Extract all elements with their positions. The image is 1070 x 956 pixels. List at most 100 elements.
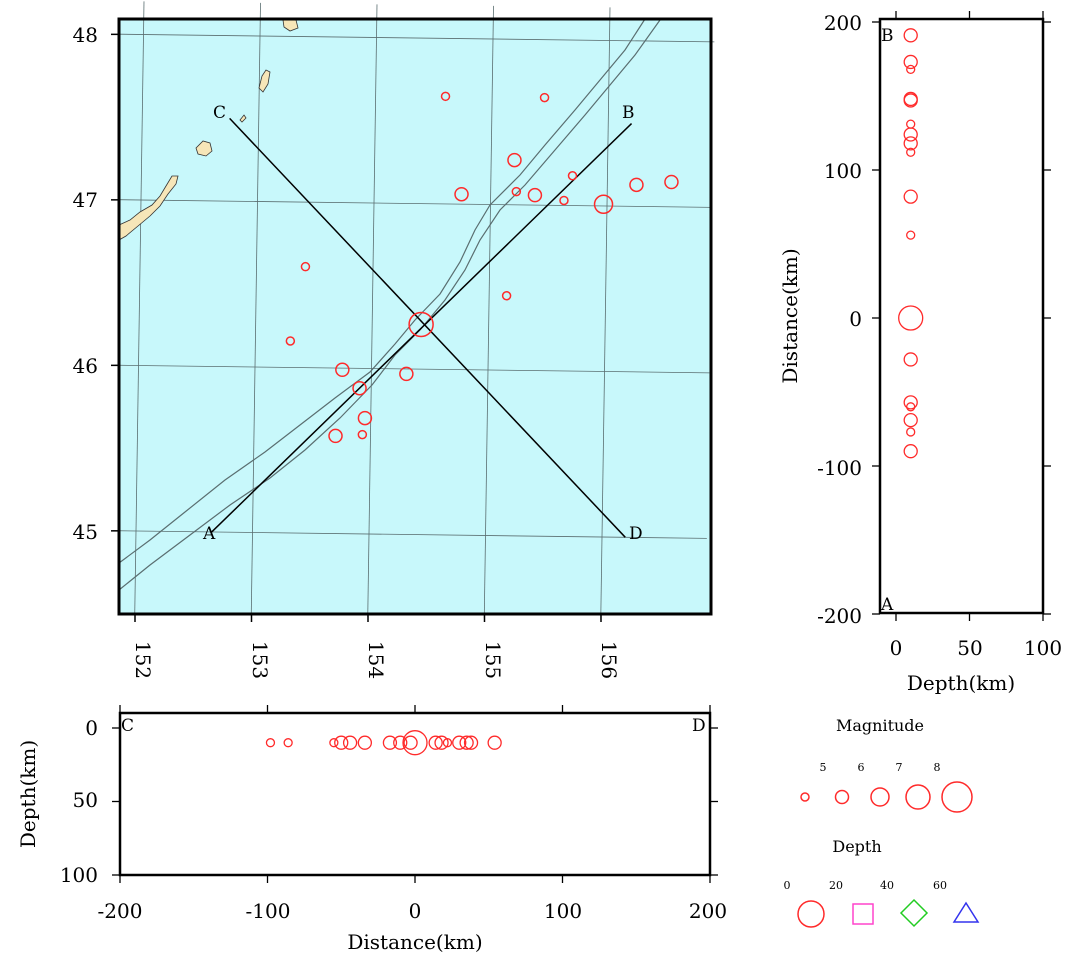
profile-ab-events (898, 28, 924, 459)
lon-label-152: 152 (131, 641, 155, 679)
island-shiashkotan (258, 69, 271, 93)
cd-event-10 (428, 735, 443, 750)
map-label-c: C (213, 103, 226, 123)
ab-ytick-0: 0 (849, 307, 862, 331)
lon-label-155: 155 (481, 641, 505, 679)
cd-event-16 (487, 735, 502, 750)
lat-label-47: 47 (73, 188, 98, 212)
parallel-48 (120, 33, 715, 43)
cd-label-d: D (692, 716, 706, 736)
ab-label-b: B (881, 26, 894, 46)
legend-depth-symbols (797, 898, 980, 928)
lon-label-156: 156 (597, 641, 621, 679)
ab-event-8 (906, 147, 916, 157)
legend-mag-label-6: 6 (858, 761, 865, 774)
legend-depth-label-20: 20 (829, 879, 843, 892)
ab-ytick-neg100: -100 (817, 456, 862, 480)
map-ticks (111, 33, 602, 622)
legend-mag-label-8: 8 (934, 761, 941, 774)
cd-xtick-200: 200 (689, 899, 727, 923)
ab-event-15 (903, 412, 918, 428)
map-event-10 (664, 174, 679, 190)
profile-line-a-b (211, 123, 633, 533)
profile-ab-ticks (872, 11, 1051, 621)
ab-xtick-0: 0 (890, 636, 903, 660)
map-coastline (118, 19, 299, 241)
cd-ylabel: Depth(km) (16, 740, 40, 848)
map-trench-line (118, 18, 661, 591)
epicenter-map: 48 47 46 45 152 153 154 155 156 A B C D (73, 1, 715, 679)
legend-depth-label-60: 60 (933, 879, 947, 892)
cd-event-5 (357, 735, 373, 750)
cd-event-9 (402, 730, 428, 756)
cd-event-0 (265, 738, 276, 748)
map-event-18 (357, 410, 373, 426)
cd-ytick-50: 50 (73, 788, 98, 812)
map-event-3 (567, 171, 578, 181)
cd-event-4 (342, 735, 358, 750)
cd-event-1 (283, 738, 293, 748)
map-event-12 (501, 291, 512, 301)
cd-label-c: C (121, 716, 134, 736)
map-event-4 (454, 186, 469, 202)
map-event-16 (399, 366, 414, 382)
lat-label-48: 48 (73, 23, 98, 47)
ab-xtick-50: 50 (957, 636, 982, 660)
ab-xtick-100: 100 (1024, 636, 1062, 660)
cd-event-7 (393, 735, 408, 750)
legend-magnitude-symbols (800, 781, 973, 813)
map-event-11 (300, 261, 311, 272)
map-label-a: A (202, 524, 216, 544)
ab-event-9 (903, 189, 918, 204)
map-event-13 (408, 311, 434, 338)
cd-event-14 (459, 735, 474, 750)
ab-event-1 (903, 54, 918, 70)
ab-ytick-100: 100 (824, 159, 862, 183)
cd-event-3 (334, 735, 349, 750)
legend-depth-triangle-icon (952, 901, 980, 923)
legend-mag-symbol-0 (800, 792, 810, 802)
map-graticule (112, 1, 715, 620)
cd-xtick-neg200: -200 (98, 899, 143, 923)
map-event-19 (328, 428, 343, 444)
ab-event-6 (903, 127, 918, 142)
legend-mag-symbol-4 (941, 781, 973, 813)
map-event-6 (527, 187, 543, 203)
ab-event-10 (906, 230, 916, 240)
ab-event-5 (906, 119, 916, 129)
lon-label-153: 153 (248, 641, 272, 679)
legend-mag-symbol-2 (870, 787, 890, 807)
map-label-b: B (622, 103, 635, 123)
ab-event-13 (903, 395, 918, 410)
ab-label-a: A (880, 595, 894, 615)
map-events (285, 91, 679, 444)
legend-depth-diamond-icon (899, 898, 929, 928)
cd-event-11 (434, 735, 449, 750)
meridian-155 (483, 5, 494, 619)
map-frame (117, 17, 713, 616)
lon-label-154: 154 (364, 641, 388, 679)
island-small (239, 114, 247, 123)
map-event-1 (539, 92, 550, 103)
map-event-20 (357, 429, 368, 440)
ab-ylabel: Distance(km) (778, 248, 802, 383)
meridian-153 (250, 2, 261, 616)
ab-event-2 (906, 64, 916, 75)
cd-event-12 (442, 738, 453, 748)
meridian-154 (367, 4, 378, 617)
legend-depth-label-40: 40 (880, 879, 894, 892)
cd-event-2 (329, 738, 339, 748)
legend-mag-symbol-1 (834, 789, 850, 805)
ab-event-4 (903, 93, 918, 108)
legend-depth-square-icon (852, 903, 874, 925)
cd-event-15 (463, 735, 479, 750)
cd-ytick-100: 100 (60, 863, 98, 887)
map-event-9 (629, 177, 644, 193)
legend-mag-symbol-3 (905, 784, 931, 810)
profile-ab-panel: 200 100 0 -100 -200 0 50 100 Depth(km) D… (778, 11, 1062, 695)
ab-event-11 (898, 305, 924, 331)
cd-ytick-0: 0 (85, 716, 98, 740)
map-event-0 (440, 91, 451, 102)
ab-ytick-neg200: -200 (817, 604, 862, 628)
ab-event-17 (903, 444, 918, 459)
